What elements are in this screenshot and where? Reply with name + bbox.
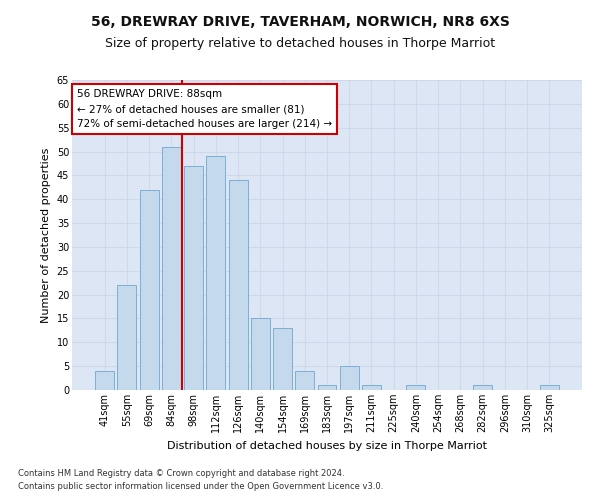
Bar: [140, 190, 158, 390]
Bar: [206, 156, 225, 390]
Bar: [295, 371, 314, 390]
Bar: [340, 366, 359, 390]
Bar: [362, 385, 381, 390]
Bar: [473, 385, 492, 390]
Bar: [118, 285, 136, 390]
Text: 56 DREWRAY DRIVE: 88sqm
← 27% of detached houses are smaller (81)
72% of semi-de: 56 DREWRAY DRIVE: 88sqm ← 27% of detache…: [77, 90, 332, 129]
Text: Contains HM Land Registry data © Crown copyright and database right 2024.: Contains HM Land Registry data © Crown c…: [18, 468, 344, 477]
Bar: [406, 385, 425, 390]
Text: Size of property relative to detached houses in Thorpe Marriot: Size of property relative to detached ho…: [105, 38, 495, 51]
Bar: [95, 371, 114, 390]
Bar: [251, 318, 270, 390]
Y-axis label: Number of detached properties: Number of detached properties: [41, 148, 51, 322]
Text: 56, DREWRAY DRIVE, TAVERHAM, NORWICH, NR8 6XS: 56, DREWRAY DRIVE, TAVERHAM, NORWICH, NR…: [91, 15, 509, 29]
Bar: [162, 147, 181, 390]
Bar: [317, 385, 337, 390]
X-axis label: Distribution of detached houses by size in Thorpe Marriot: Distribution of detached houses by size …: [167, 440, 487, 450]
Bar: [273, 328, 292, 390]
Text: Contains public sector information licensed under the Open Government Licence v3: Contains public sector information licen…: [18, 482, 383, 491]
Bar: [540, 385, 559, 390]
Bar: [229, 180, 248, 390]
Bar: [184, 166, 203, 390]
